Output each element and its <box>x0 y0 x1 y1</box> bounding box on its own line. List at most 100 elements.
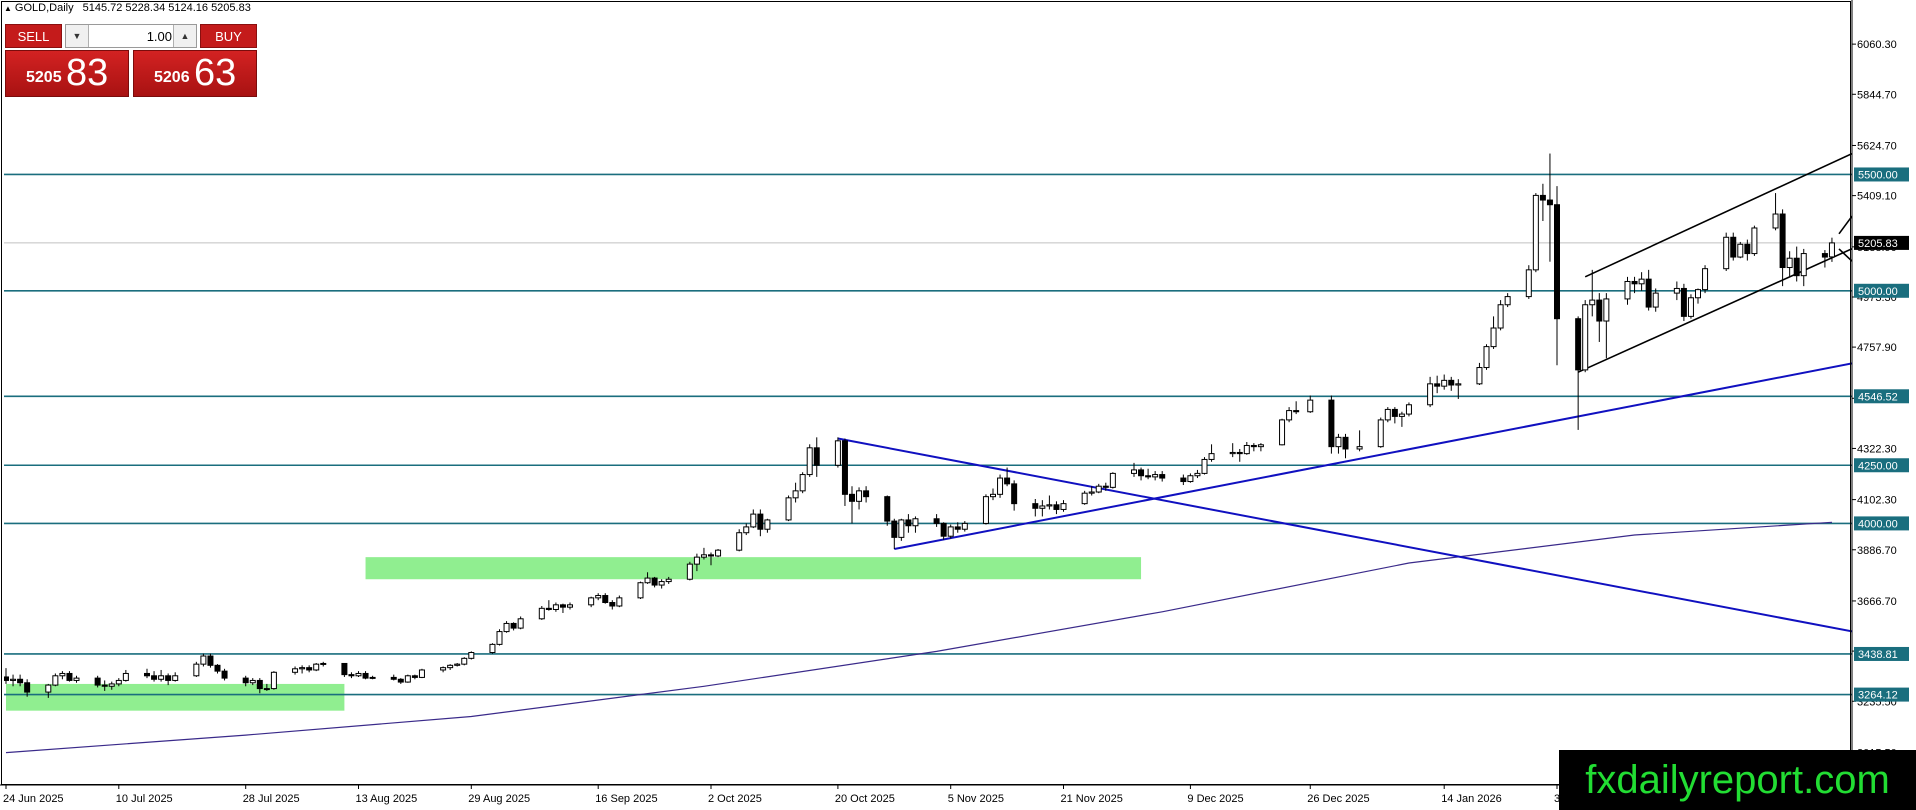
candle <box>990 488 996 501</box>
candle <box>17 674 24 687</box>
x-tick-label: 29 Aug 2025 <box>468 793 530 805</box>
candle-body-bear <box>1102 485 1109 488</box>
candle-body-bear <box>1821 253 1828 258</box>
x-tick-label: 10 Jul 2025 <box>116 793 173 805</box>
candle <box>172 672 179 682</box>
candle-body-bear <box>1250 444 1257 448</box>
candle <box>940 522 947 540</box>
candle <box>59 671 66 680</box>
candle-body-bull <box>912 518 919 527</box>
candle-body-bull <box>1673 287 1680 294</box>
candle <box>1032 498 1039 517</box>
candle <box>1631 276 1638 294</box>
candle-body-bull <box>1356 446 1363 450</box>
candle <box>1730 232 1737 261</box>
candle-body-bull <box>1504 296 1511 306</box>
candle <box>270 671 277 690</box>
moving-average-line <box>5 521 1833 754</box>
candle-body-bull <box>1483 346 1490 369</box>
candle <box>1194 469 1201 479</box>
candle-body-bull <box>1589 299 1596 306</box>
level-label: 3438.81 <box>1858 649 1898 661</box>
demand-zone <box>365 557 1142 580</box>
sell-button[interactable]: SELL <box>5 24 62 48</box>
candle <box>1053 501 1060 515</box>
candle <box>708 552 714 566</box>
candle-body-bull <box>1279 419 1286 446</box>
candle <box>1638 272 1645 291</box>
lot-increase-icon[interactable]: ▲ <box>173 25 196 47</box>
candle-body-bear <box>954 526 961 530</box>
lot-size-input[interactable] <box>90 27 174 45</box>
candle-body-bull <box>1286 410 1293 421</box>
candle-body-bear <box>933 518 940 524</box>
candle-body-bull <box>468 652 475 659</box>
candle-body-bull <box>1828 242 1835 258</box>
candle-body-bull <box>1243 444 1250 455</box>
candle <box>411 674 418 680</box>
candle-body-bull <box>489 643 496 654</box>
candle <box>4 668 9 684</box>
ohlc-readout: 5145.72 5228.34 5124.16 5205.83 <box>82 2 251 14</box>
candle-body-bear <box>1680 287 1687 317</box>
candle <box>933 514 940 527</box>
candle-body-bear <box>1159 474 1166 479</box>
candle <box>355 671 362 677</box>
candle <box>1779 209 1786 287</box>
candle-body-bull <box>10 678 17 681</box>
candle <box>1279 418 1286 446</box>
candle-body-bear <box>411 675 418 678</box>
level-label-bg <box>1854 516 1909 531</box>
candle <box>693 553 700 572</box>
candle <box>24 679 31 697</box>
candle-body-bull <box>1624 280 1631 300</box>
candle <box>1645 269 1652 311</box>
candle <box>1652 288 1659 312</box>
candle <box>884 495 891 526</box>
level-label: 5500.00 <box>1858 169 1898 181</box>
candle-body-bull <box>686 563 693 580</box>
demand-zone <box>6 683 345 711</box>
y-tick-label: 4757.90 <box>1857 342 1897 354</box>
candle <box>686 561 693 581</box>
candle <box>1596 293 1603 342</box>
candle-body-bull <box>1335 436 1342 448</box>
candle-body-bear <box>256 679 263 690</box>
buy-button[interactable]: BUY <box>200 24 257 48</box>
candle-body-bear <box>1145 475 1152 478</box>
candle <box>242 675 249 687</box>
candle-body-bear <box>905 519 912 527</box>
candle-body-bull <box>1060 503 1067 510</box>
x-tick-label: 13 Aug 2025 <box>356 793 418 805</box>
candle-body-bull <box>52 675 59 686</box>
candle <box>602 593 609 604</box>
candle <box>94 675 101 688</box>
candle-body-bull <box>1687 297 1694 317</box>
candle <box>1187 473 1194 483</box>
candle <box>1793 246 1800 282</box>
candle-body-bull <box>1109 472 1116 488</box>
candle <box>510 622 517 631</box>
candle <box>1201 457 1208 475</box>
candle <box>299 665 306 674</box>
chart-header: ▲ GOLD,Daily 5145.72 5228.34 5124.16 520… <box>4 2 251 14</box>
candle-body-bull <box>1751 227 1758 255</box>
candle-body-bull <box>1772 213 1779 229</box>
candle-body-bull <box>799 474 806 492</box>
collapse-triangle-icon[interactable]: ▲ <box>4 3 12 13</box>
lot-decrease-icon[interactable]: ▼ <box>66 25 89 47</box>
buy-price-box[interactable]: 5206 63 <box>133 50 257 97</box>
candle-body-bull <box>1095 485 1102 493</box>
candle <box>658 579 665 589</box>
candle <box>1554 186 1560 366</box>
candle <box>982 494 989 525</box>
candle-body-bear <box>242 677 249 684</box>
candle <box>1138 467 1145 481</box>
sell-price-big: 83 <box>66 52 109 94</box>
sell-price-box[interactable]: 5205 83 <box>5 50 129 97</box>
one-click-trading-panel: SELL ▼ ▲ BUY 5205 83 5206 63 <box>5 24 257 97</box>
candle-body-bull <box>1737 243 1744 258</box>
candle <box>1680 283 1687 322</box>
